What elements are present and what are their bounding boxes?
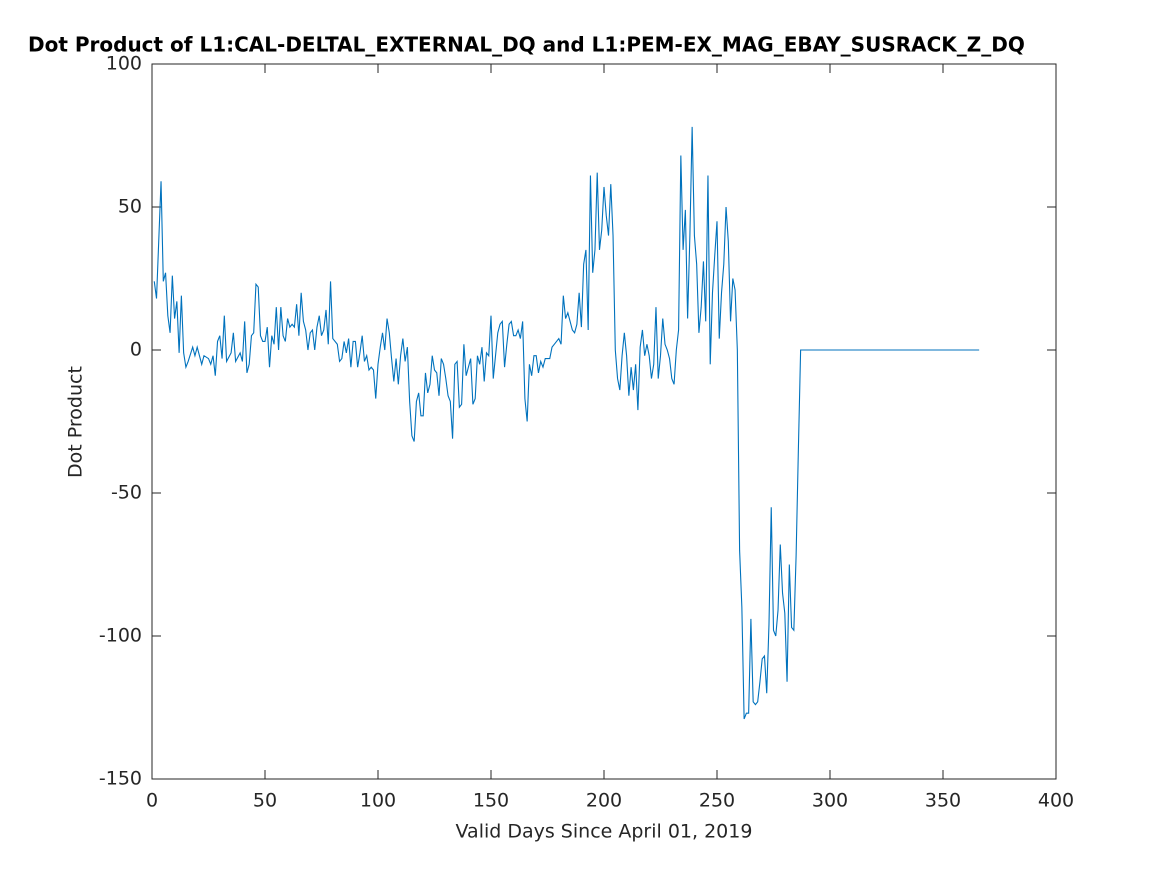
x-tick-label: 150 <box>473 790 509 812</box>
y-tick-label: 0 <box>130 339 142 361</box>
x-tick-label: 50 <box>253 790 277 812</box>
x-tick-label: 0 <box>146 790 158 812</box>
y-tick-label: -100 <box>99 625 142 647</box>
x-tick-label: 100 <box>360 790 396 812</box>
y-tick-label: 50 <box>118 196 142 218</box>
y-tick-label: -50 <box>111 482 142 504</box>
x-tick-label: 200 <box>586 790 622 812</box>
chart-title: Dot Product of L1:CAL-DELTAL_EXTERNAL_DQ… <box>28 33 1025 57</box>
y-axis-label: Dot Product <box>65 366 87 478</box>
x-tick-label: 350 <box>925 790 961 812</box>
y-tick-label: -150 <box>99 768 142 790</box>
y-tick-label: 100 <box>106 53 142 75</box>
x-tick-label: 300 <box>812 790 848 812</box>
x-axis-label: Valid Days Since April 01, 2019 <box>456 821 753 843</box>
x-tick-label: 250 <box>699 790 735 812</box>
data-line <box>153 126 980 720</box>
x-tick-label: 400 <box>1038 790 1074 812</box>
plot-frame <box>151 63 1057 780</box>
